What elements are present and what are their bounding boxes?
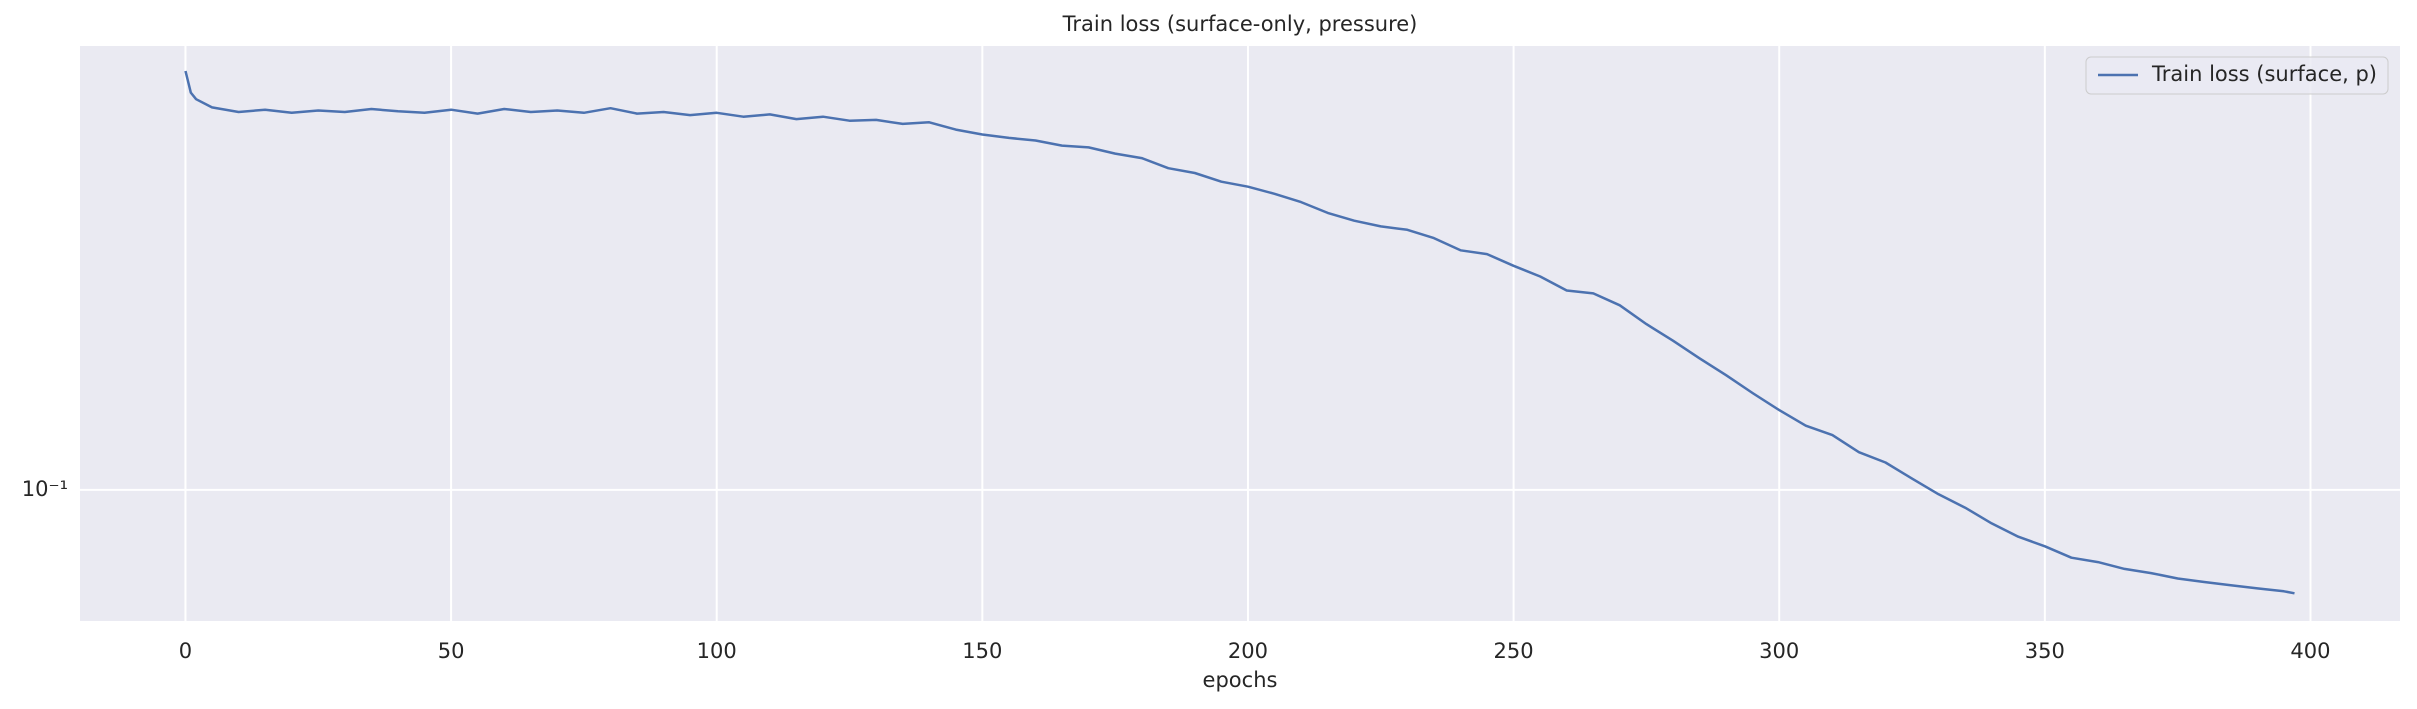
x-tick-label: 200: [1228, 639, 1268, 663]
x-tick-label: 400: [2290, 639, 2330, 663]
legend-box: [2085, 56, 2389, 95]
x-tick-label: 350: [2025, 639, 2065, 663]
plot-area: [80, 46, 2400, 621]
x-tick-label: 50: [438, 639, 465, 663]
y-tick-label: 10⁻¹: [22, 477, 68, 501]
x-tick-label: 100: [697, 639, 737, 663]
x-tick-label: 300: [1759, 639, 1799, 663]
line: [184, 70, 2295, 595]
x-tick-label: 150: [962, 639, 1002, 663]
x-axis-label: epochs: [1203, 668, 1278, 692]
x-tick-label: 250: [1494, 639, 1534, 663]
x-tick-label: 0: [179, 639, 192, 663]
chart-title: Train loss (surface-only, pressure): [1062, 12, 1418, 36]
legend-label: Train loss (surface, p): [2151, 62, 2377, 86]
